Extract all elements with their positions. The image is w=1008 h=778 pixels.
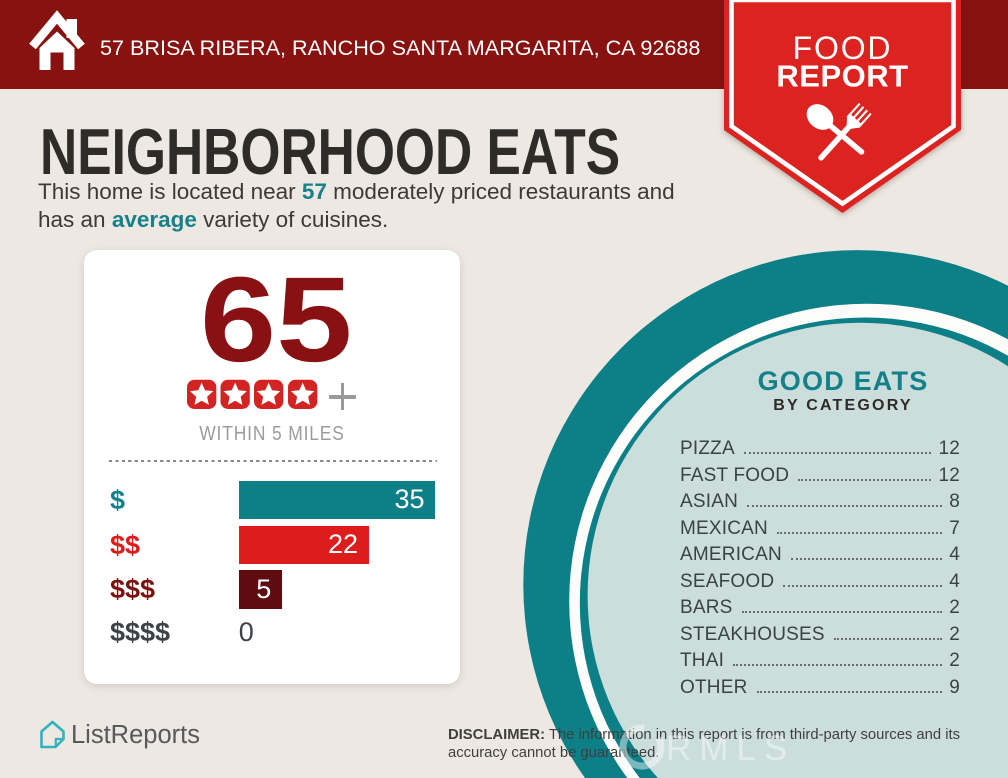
- svg-text:RMLS: RMLS: [666, 729, 795, 768]
- svg-text:ListReports: ListReports: [71, 721, 200, 749]
- svg-text:FOOD: FOOD: [793, 30, 893, 66]
- svg-text:REPORT: REPORT: [776, 59, 908, 94]
